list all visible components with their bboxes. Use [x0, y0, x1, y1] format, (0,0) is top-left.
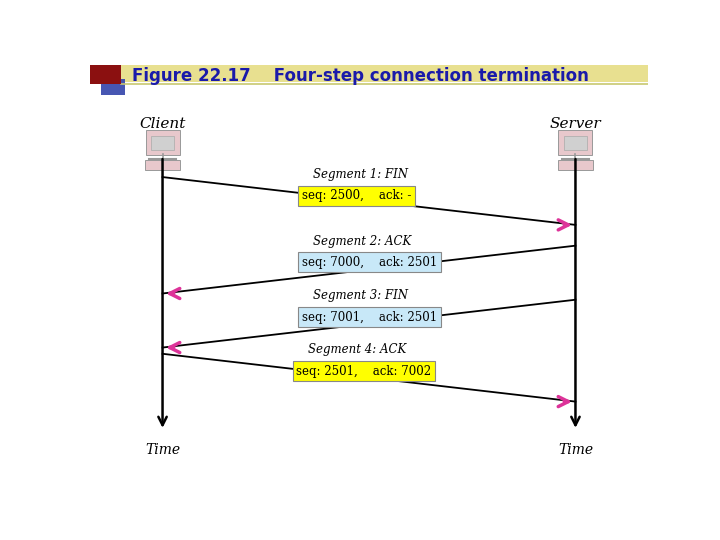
Text: Segment 4: ACK: Segment 4: ACK — [307, 343, 406, 356]
FancyBboxPatch shape — [145, 160, 181, 170]
FancyBboxPatch shape — [559, 130, 593, 156]
FancyBboxPatch shape — [557, 160, 593, 170]
Text: Time: Time — [558, 443, 593, 457]
FancyBboxPatch shape — [151, 136, 174, 150]
Text: seq: 7001,    ack: 2501: seq: 7001, ack: 2501 — [302, 310, 437, 323]
Text: Segment 2: ACK: Segment 2: ACK — [313, 235, 411, 248]
Text: Segment 1: FIN: Segment 1: FIN — [313, 168, 408, 181]
Text: Time: Time — [145, 443, 180, 457]
Text: seq: 2501,    ack: 7002: seq: 2501, ack: 7002 — [297, 364, 431, 378]
Text: Segment 3: FIN: Segment 3: FIN — [313, 289, 408, 302]
FancyBboxPatch shape — [564, 136, 587, 150]
Text: Client: Client — [140, 117, 186, 131]
Text: seq: 2500,    ack: -: seq: 2500, ack: - — [302, 190, 411, 202]
Bar — [90, 65, 121, 84]
Bar — [121, 65, 648, 82]
FancyBboxPatch shape — [145, 130, 179, 156]
Text: Server: Server — [549, 117, 601, 131]
Text: Figure 22.17    Four-step connection termination: Figure 22.17 Four-step connection termin… — [132, 66, 589, 85]
Bar — [101, 79, 125, 94]
Text: seq: 7000,    ack: 2501: seq: 7000, ack: 2501 — [302, 256, 437, 269]
